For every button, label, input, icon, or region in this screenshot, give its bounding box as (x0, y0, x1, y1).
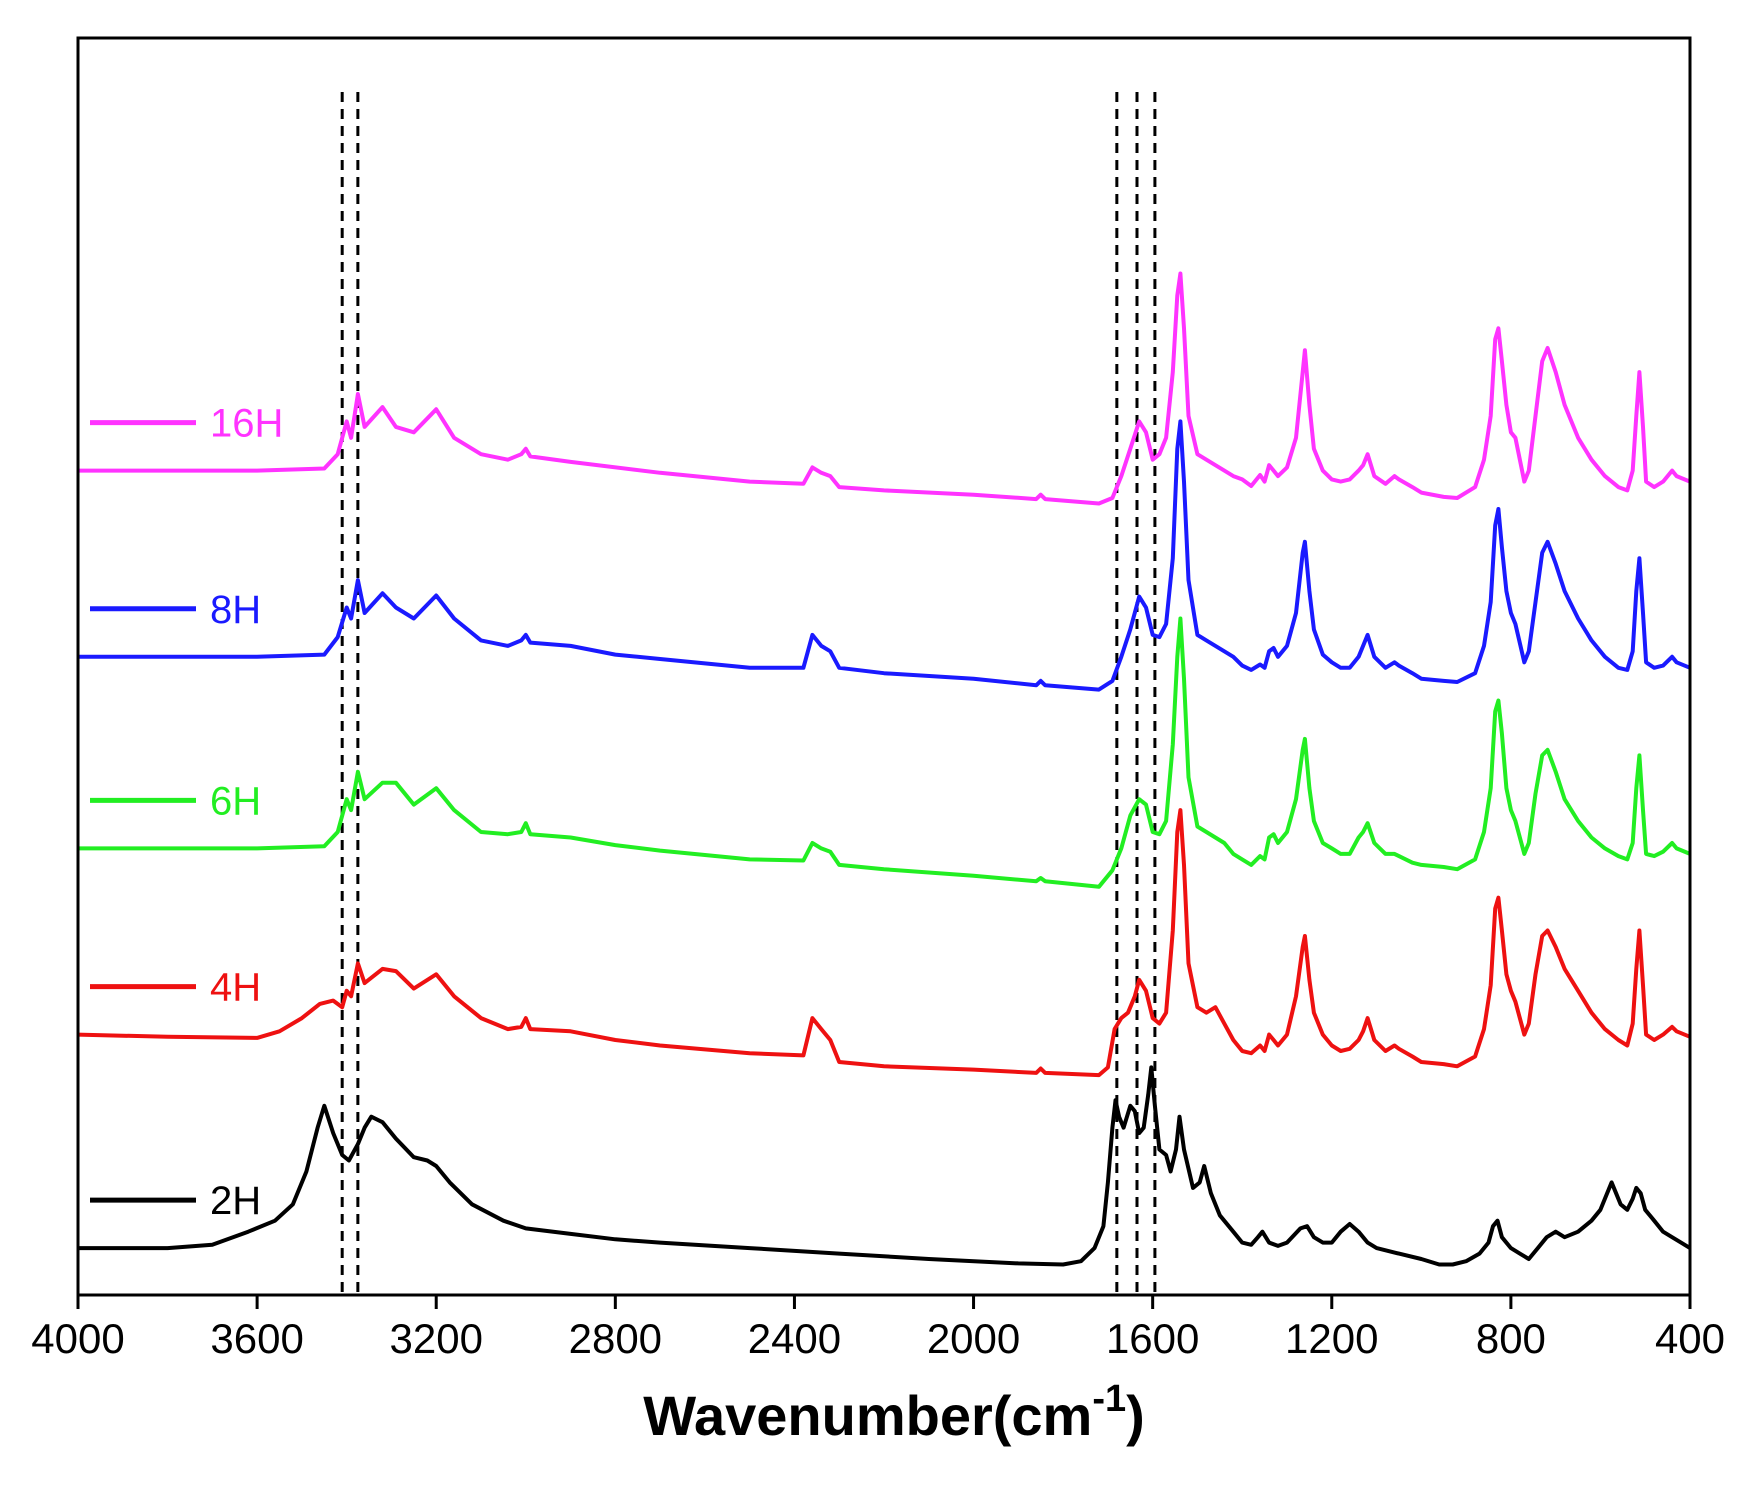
x-tick-label-1200: 1200 (1285, 1315, 1378, 1362)
x-axis-ticks: 4000 3600 3200 2800 2400 2000 1600 1200 800 400 (31, 1295, 1725, 1362)
series-line-2H (78, 1065, 1692, 1267)
x-axis-title-close: ) (1126, 1384, 1145, 1447)
x-tick-label-3600: 3600 (210, 1315, 303, 1362)
series-line-8H (78, 419, 1691, 692)
x-tick-label-800: 800 (1476, 1315, 1546, 1362)
series-line-4H (77, 808, 1691, 1078)
x-axis-title-superscript: -1 (1092, 1378, 1126, 1420)
spectra-traces (77, 271, 1692, 1267)
x-tick-label-3200: 3200 (390, 1315, 483, 1362)
x-tick-label-400: 400 (1655, 1315, 1725, 1362)
legend-label-2H: 2H (210, 1179, 261, 1223)
reference-lines (340, 92, 1157, 1295)
x-axis-title-main: Wavenumber(cm (643, 1384, 1092, 1447)
series-line-6H (78, 616, 1691, 889)
series-line-16H (78, 271, 1691, 506)
x-tick-label-2800: 2800 (569, 1315, 662, 1362)
legend-label-16H: 16H (210, 402, 283, 446)
x-tick-label-2400: 2400 (748, 1315, 841, 1362)
x-tick-label-1600: 1600 (1106, 1315, 1199, 1362)
x-tick-label-4000: 4000 (31, 1315, 124, 1362)
x-axis-title: Wavenumber(cm-1) (643, 1378, 1145, 1447)
legend-label-8H: 8H (210, 588, 261, 632)
x-tick-label-2000: 2000 (927, 1315, 1020, 1362)
legend: 16H 8H 6H 4H 2H (90, 402, 283, 1223)
legend-label-6H: 6H (210, 779, 261, 823)
legend-label-4H: 4H (210, 966, 261, 1010)
plot-frame (76, 36, 1692, 1297)
